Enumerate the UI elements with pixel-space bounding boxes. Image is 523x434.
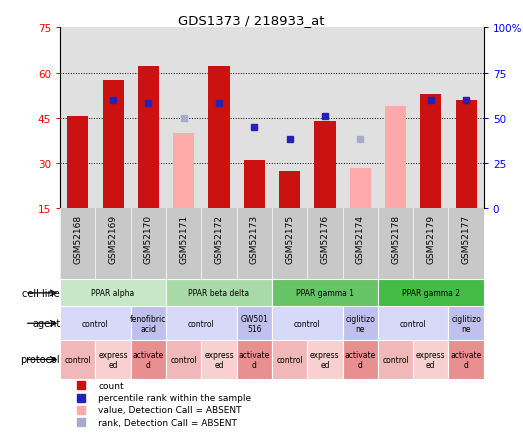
- Text: PPAR gamma 1: PPAR gamma 1: [296, 289, 354, 298]
- Bar: [378, 307, 449, 340]
- Text: activate
d: activate d: [345, 350, 376, 369]
- Text: control: control: [276, 355, 303, 364]
- Text: express
ed: express ed: [416, 350, 446, 369]
- Text: agent: agent: [32, 319, 60, 329]
- Text: GSM52168: GSM52168: [73, 214, 82, 263]
- Text: control: control: [82, 319, 109, 328]
- Text: GSM52174: GSM52174: [356, 214, 365, 263]
- Bar: [201, 340, 236, 379]
- Text: express
ed: express ed: [204, 350, 234, 369]
- Text: rank, Detection Call = ABSENT: rank, Detection Call = ABSENT: [98, 418, 237, 427]
- Bar: [314, 122, 336, 209]
- Bar: [60, 340, 95, 379]
- Bar: [138, 67, 159, 209]
- Text: control: control: [294, 319, 321, 328]
- Text: express
ed: express ed: [98, 350, 128, 369]
- Text: protocol: protocol: [20, 355, 60, 365]
- Text: GSM52175: GSM52175: [285, 214, 294, 263]
- Text: fenofibric
acid: fenofibric acid: [130, 314, 167, 333]
- Text: GSM52173: GSM52173: [250, 214, 259, 263]
- Text: GSM52172: GSM52172: [214, 214, 223, 263]
- Text: count: count: [98, 381, 124, 390]
- Bar: [413, 340, 449, 379]
- Bar: [60, 307, 131, 340]
- Text: express
ed: express ed: [310, 350, 340, 369]
- Bar: [67, 117, 88, 209]
- Text: PPAR alpha: PPAR alpha: [92, 289, 135, 298]
- Bar: [385, 106, 406, 209]
- Text: GSM52178: GSM52178: [391, 214, 400, 263]
- Bar: [95, 340, 131, 379]
- Bar: [236, 340, 272, 379]
- Title: GDS1373 / 218933_at: GDS1373 / 218933_at: [177, 14, 324, 27]
- Text: activate
d: activate d: [450, 350, 482, 369]
- Text: GSM52177: GSM52177: [462, 214, 471, 263]
- Text: value, Detection Call = ABSENT: value, Detection Call = ABSENT: [98, 405, 242, 414]
- Text: cell line: cell line: [22, 288, 60, 298]
- Text: control: control: [382, 355, 409, 364]
- Bar: [456, 100, 476, 209]
- Text: GSM52169: GSM52169: [109, 214, 118, 263]
- Bar: [307, 340, 343, 379]
- Text: GSM52171: GSM52171: [179, 214, 188, 263]
- Bar: [378, 340, 413, 379]
- Bar: [103, 81, 123, 209]
- Bar: [272, 307, 343, 340]
- Text: activate
d: activate d: [238, 350, 270, 369]
- Bar: [236, 307, 272, 340]
- Bar: [166, 279, 272, 307]
- Bar: [166, 340, 201, 379]
- Bar: [343, 307, 378, 340]
- Bar: [449, 307, 484, 340]
- Bar: [208, 67, 230, 209]
- Bar: [449, 340, 484, 379]
- Bar: [349, 168, 371, 209]
- Bar: [272, 279, 378, 307]
- Bar: [420, 95, 441, 209]
- Text: activate
d: activate d: [133, 350, 164, 369]
- Text: GSM52170: GSM52170: [144, 214, 153, 263]
- Bar: [131, 307, 166, 340]
- Text: GSM52176: GSM52176: [321, 214, 329, 263]
- Text: control: control: [170, 355, 197, 364]
- Text: GSM52179: GSM52179: [426, 214, 435, 263]
- Text: control: control: [400, 319, 427, 328]
- Text: percentile rank within the sample: percentile rank within the sample: [98, 393, 252, 402]
- Bar: [173, 134, 195, 209]
- Bar: [131, 340, 166, 379]
- Text: control: control: [64, 355, 91, 364]
- Bar: [272, 340, 308, 379]
- Bar: [60, 279, 166, 307]
- Text: ciglitizo
ne: ciglitizo ne: [451, 314, 481, 333]
- Bar: [279, 171, 300, 209]
- Text: control: control: [188, 319, 215, 328]
- Text: GW501
516: GW501 516: [241, 314, 268, 333]
- Text: PPAR beta delta: PPAR beta delta: [188, 289, 249, 298]
- Text: ciglitizo
ne: ciglitizo ne: [345, 314, 375, 333]
- Bar: [343, 340, 378, 379]
- Bar: [166, 307, 236, 340]
- Bar: [378, 279, 484, 307]
- Bar: [244, 161, 265, 209]
- Text: PPAR gamma 2: PPAR gamma 2: [402, 289, 460, 298]
